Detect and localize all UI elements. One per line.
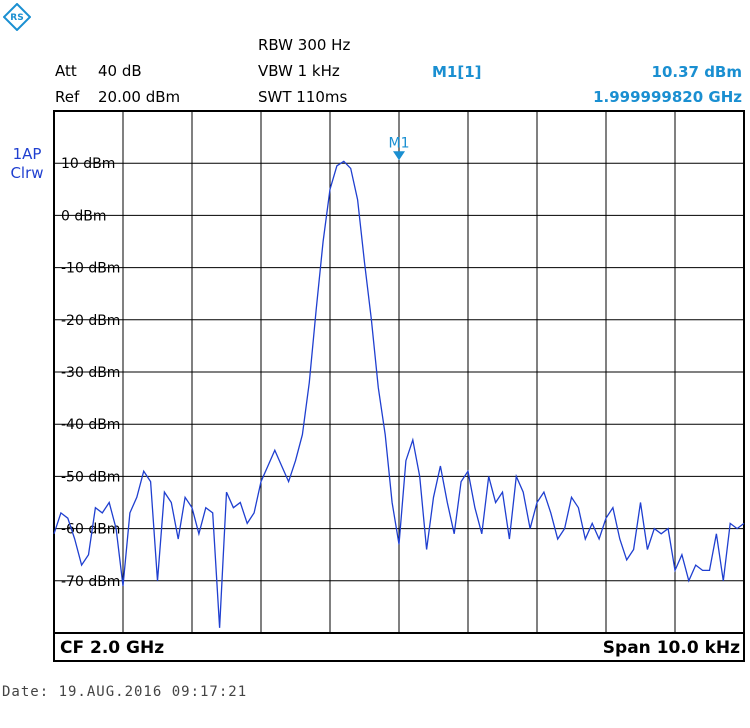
svg-text:RS: RS (10, 13, 23, 23)
span-setting: Span 10.0 kHz (602, 638, 740, 658)
y-tick-label: -40 dBm (61, 417, 120, 433)
y-tick-label: -10 dBm (61, 261, 120, 277)
y-tick-label: -70 dBm (61, 574, 120, 590)
marker-frequency: 1.999999820 GHz (593, 88, 742, 106)
y-tick-label: -60 dBm (61, 522, 120, 538)
y-tick-label: -50 dBm (61, 469, 120, 485)
att-value: 40 dB (98, 62, 142, 80)
att-label: Att (55, 62, 77, 80)
rohde-schwarz-logo-icon: RS (3, 3, 31, 31)
trace-info: 1AP Clrw (6, 145, 48, 183)
center-frequency: CF 2.0 GHz (60, 638, 165, 658)
rbw-setting: RBW 300 Hz (258, 36, 351, 54)
marker-id: M1[1] (432, 63, 482, 81)
y-tick-label: -20 dBm (61, 313, 120, 329)
ref-value: 20.00 dBm (98, 88, 181, 106)
trace-line (53, 160, 745, 628)
marker-m1-icon (393, 151, 405, 161)
swt-setting: SWT 110ms (258, 88, 348, 106)
vbw-setting: VBW 1 kHz (258, 62, 340, 80)
date-stamp: Date: 19.AUG.2016 09:17:21 (2, 684, 248, 700)
trace-mode: 1AP (12, 145, 42, 163)
ref-label: Ref (55, 88, 80, 106)
marker-level: 10.37 dBm (651, 63, 742, 81)
footer-bar (53, 634, 745, 662)
y-tick-label: -30 dBm (61, 365, 120, 381)
trace-clear-write: Clrw (10, 164, 44, 182)
y-tick-label: 0 dBm (61, 208, 107, 224)
marker-m1-label: M1 (389, 135, 410, 151)
y-tick-label: 10 dBm (61, 156, 115, 172)
